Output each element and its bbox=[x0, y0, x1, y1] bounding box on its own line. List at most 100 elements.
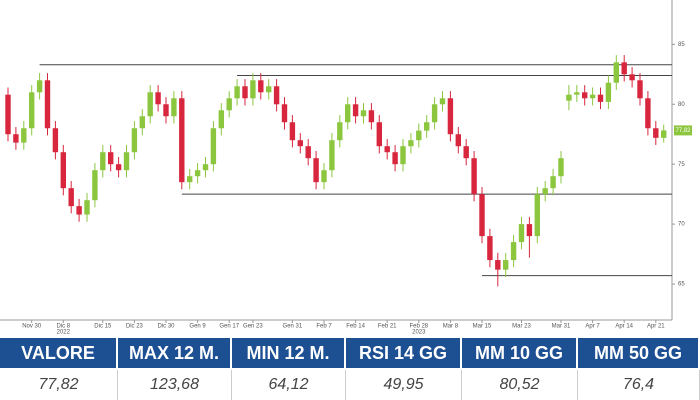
candle-body bbox=[44, 80, 51, 129]
candle-body bbox=[542, 188, 548, 195]
x-tick-label: Feb 21 bbox=[378, 324, 397, 330]
table-header: MM 50 GG bbox=[578, 338, 700, 368]
candle-body bbox=[202, 164, 209, 171]
x-tick-label: Mar 15 bbox=[473, 324, 492, 330]
x-tick-label: Mar 8 bbox=[443, 324, 459, 330]
x-tick-label: Dic 30 bbox=[157, 324, 175, 330]
candle-body bbox=[179, 98, 185, 183]
candle-body bbox=[163, 104, 169, 117]
candle-body bbox=[313, 158, 319, 183]
candle-body bbox=[613, 62, 619, 83]
candle-body bbox=[29, 92, 35, 129]
table-header: MAX 12 M. bbox=[118, 338, 232, 368]
x-tick-label: Nov 30 bbox=[22, 324, 42, 330]
x-tick-label: Gen 17 bbox=[219, 324, 239, 330]
y-tick-label: 75 bbox=[678, 162, 685, 168]
candle-body bbox=[218, 110, 224, 129]
candle-body bbox=[376, 122, 382, 147]
candle-body bbox=[123, 152, 130, 171]
candle-body bbox=[431, 104, 438, 123]
x-tick-label: Apr 14 bbox=[615, 324, 633, 330]
candle-body bbox=[250, 80, 256, 99]
table-value: 64,12 bbox=[232, 370, 346, 400]
y-tick-label: 80 bbox=[678, 102, 685, 108]
candle-body bbox=[139, 116, 145, 129]
candle-body bbox=[605, 82, 612, 102]
x-tick-label: Gen 23 bbox=[243, 324, 263, 330]
candle-body bbox=[52, 128, 59, 153]
candle-body bbox=[171, 98, 177, 117]
candle-body bbox=[447, 98, 454, 135]
candle-body bbox=[645, 98, 651, 129]
x-tick-label: Dic 23 bbox=[126, 324, 144, 330]
candle-body bbox=[305, 146, 311, 159]
candle-body bbox=[5, 94, 11, 135]
candle-body bbox=[392, 152, 398, 165]
candle-body bbox=[84, 200, 90, 215]
candle-body bbox=[258, 80, 264, 93]
table-value: 80,52 bbox=[462, 370, 578, 400]
candle-body bbox=[108, 152, 114, 165]
candle-body bbox=[234, 86, 240, 99]
x-tick-label: Feb 28 bbox=[409, 324, 428, 330]
candle-body bbox=[510, 242, 517, 261]
x-tick-label: Feb 14 bbox=[346, 324, 365, 330]
candle-body bbox=[471, 158, 477, 195]
candle-body bbox=[115, 164, 122, 171]
table-value: 77,82 bbox=[0, 370, 118, 400]
candle-body bbox=[36, 80, 43, 93]
candle-body bbox=[566, 94, 572, 101]
candle-body bbox=[13, 134, 19, 143]
candle-body bbox=[487, 236, 493, 261]
table-value: 123,68 bbox=[118, 370, 232, 400]
x-tick-label: Apr 21 bbox=[647, 324, 665, 330]
candle-body bbox=[360, 110, 367, 117]
y-tick-label: 70 bbox=[678, 222, 685, 228]
candle-body bbox=[321, 170, 327, 183]
candle-body bbox=[558, 158, 564, 177]
last-price-tag bbox=[674, 125, 692, 136]
candle-body bbox=[266, 86, 272, 93]
x-year-label: 2023 bbox=[412, 330, 426, 336]
x-tick-label: Mar 23 bbox=[512, 324, 531, 330]
candle-body bbox=[60, 152, 66, 189]
candle-body bbox=[210, 128, 217, 165]
candle-body bbox=[337, 122, 343, 141]
candle-body bbox=[597, 94, 604, 102]
candle-body bbox=[582, 92, 588, 99]
candle-body bbox=[194, 170, 201, 177]
candle-body bbox=[400, 146, 406, 165]
x-tick-label: Gen 9 bbox=[189, 324, 206, 330]
candle-body bbox=[155, 92, 161, 105]
candle-body bbox=[589, 94, 596, 99]
candle-body bbox=[76, 206, 82, 215]
candle-body bbox=[408, 140, 414, 147]
candle-body bbox=[621, 62, 627, 75]
table-header: RSI 14 GG bbox=[346, 338, 462, 368]
candle-body bbox=[629, 74, 635, 81]
candle-body bbox=[574, 92, 580, 95]
table-value: 76,4 bbox=[578, 370, 700, 400]
candle-body bbox=[187, 176, 193, 183]
candle-body bbox=[345, 104, 351, 123]
candle-body bbox=[503, 260, 509, 270]
y-tick-label: 65 bbox=[678, 282, 685, 288]
candle-body bbox=[661, 130, 667, 138]
candle-body bbox=[68, 188, 74, 207]
candle-body bbox=[147, 92, 153, 117]
candle-body bbox=[352, 104, 359, 117]
candle-body bbox=[455, 134, 461, 147]
x-tick-label: Apr 7 bbox=[585, 324, 600, 330]
candle-body bbox=[637, 80, 643, 99]
candle-body bbox=[368, 110, 375, 123]
x-tick-label: Feb 7 bbox=[316, 324, 332, 330]
candle-body bbox=[297, 140, 303, 147]
candle-body bbox=[242, 86, 248, 99]
candle-body bbox=[463, 146, 469, 159]
candle-body bbox=[518, 224, 525, 243]
candle-body bbox=[273, 86, 280, 105]
candle-body bbox=[439, 98, 446, 105]
x-tick-label: Dic 15 bbox=[94, 324, 112, 330]
stats-table: VALORE MAX 12 M. MIN 12 M. RSI 14 GG MM 10 G… bbox=[0, 338, 700, 400]
